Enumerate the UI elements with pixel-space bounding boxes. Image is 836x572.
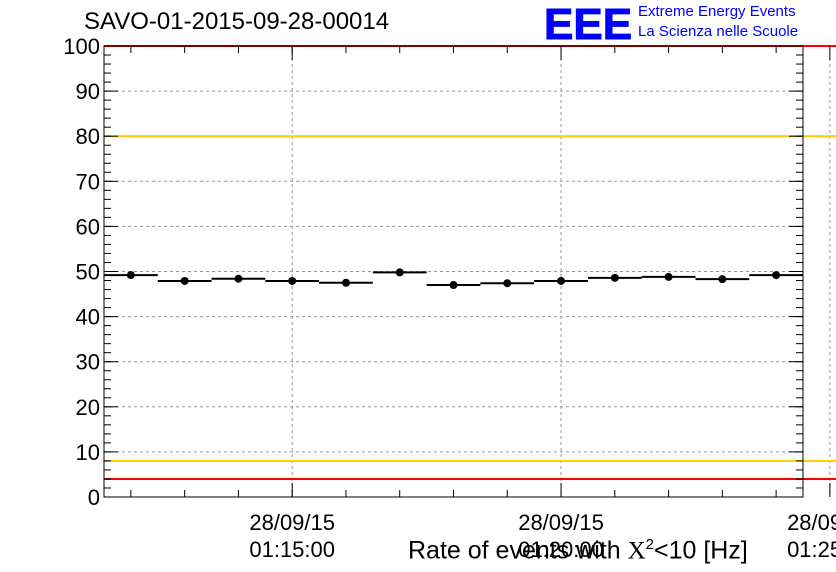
x-axis-title: Rate of events with X2<10 [Hz] [408,536,748,565]
data-point [557,276,566,285]
reference-lines [104,45,836,480]
data-point [234,274,243,283]
eee-logo: EEE [544,2,633,44]
y-tick-label: 50 [76,260,100,285]
y-tick-label: 20 [76,395,100,420]
y-tick-label: 60 [76,214,100,239]
x-tick-date: 28/09/15 [787,510,836,535]
data-point [610,273,619,282]
org-name: Extreme Energy Events La Scienza nelle S… [638,2,798,42]
chi-exponent: 2 [645,536,654,553]
y-tick-label: 10 [76,440,100,465]
y-tick-label: 80 [76,124,100,149]
x-tick-labels: 28/09/1501:15:0028/09/1501:20:0028/09/15… [249,510,836,562]
y-tick-label: 40 [76,305,100,330]
org-line-1: Extreme Energy Events [638,3,796,20]
data-point [664,272,673,281]
org-line-2: La Scienza nelle Scuole [638,23,799,40]
data-point [449,281,458,290]
data-point [718,275,727,284]
data-point [288,276,297,285]
chart-title: SAVO-01-2015-09-28-00014 [84,8,390,35]
x-axis-title-prefix: Rate of events with [408,536,628,565]
grid-lines [104,46,831,497]
data-point [180,276,189,285]
y-tick-labels: 0 10 20 30 40 50 60 70 80 90 100 [63,34,100,510]
data-series [104,268,803,290]
data-point [503,279,512,288]
chi-symbol: X [627,537,646,565]
logo-text: EEE [544,2,632,44]
x-tick-time: 01:25:00 [787,537,836,562]
data-point [772,271,781,280]
data-point [395,268,404,277]
x-tick-time: 01:20:00 [518,537,604,562]
data-point [341,278,350,287]
y-tick-label: 0 [88,485,100,510]
x-tick-date: 28/09/15 [249,510,335,535]
x-axis-title-suffix: <10 [Hz] [653,536,748,565]
y-tick-label: 70 [76,169,100,194]
x-tick-time: 01:15:00 [249,537,335,562]
axis-ticks [104,45,831,498]
data-point [126,271,135,280]
x-tick-date: 28/09/15 [518,510,604,535]
y-tick-label: 90 [76,79,100,104]
y-tick-label: 100 [63,34,100,59]
y-tick-label: 30 [76,350,100,375]
